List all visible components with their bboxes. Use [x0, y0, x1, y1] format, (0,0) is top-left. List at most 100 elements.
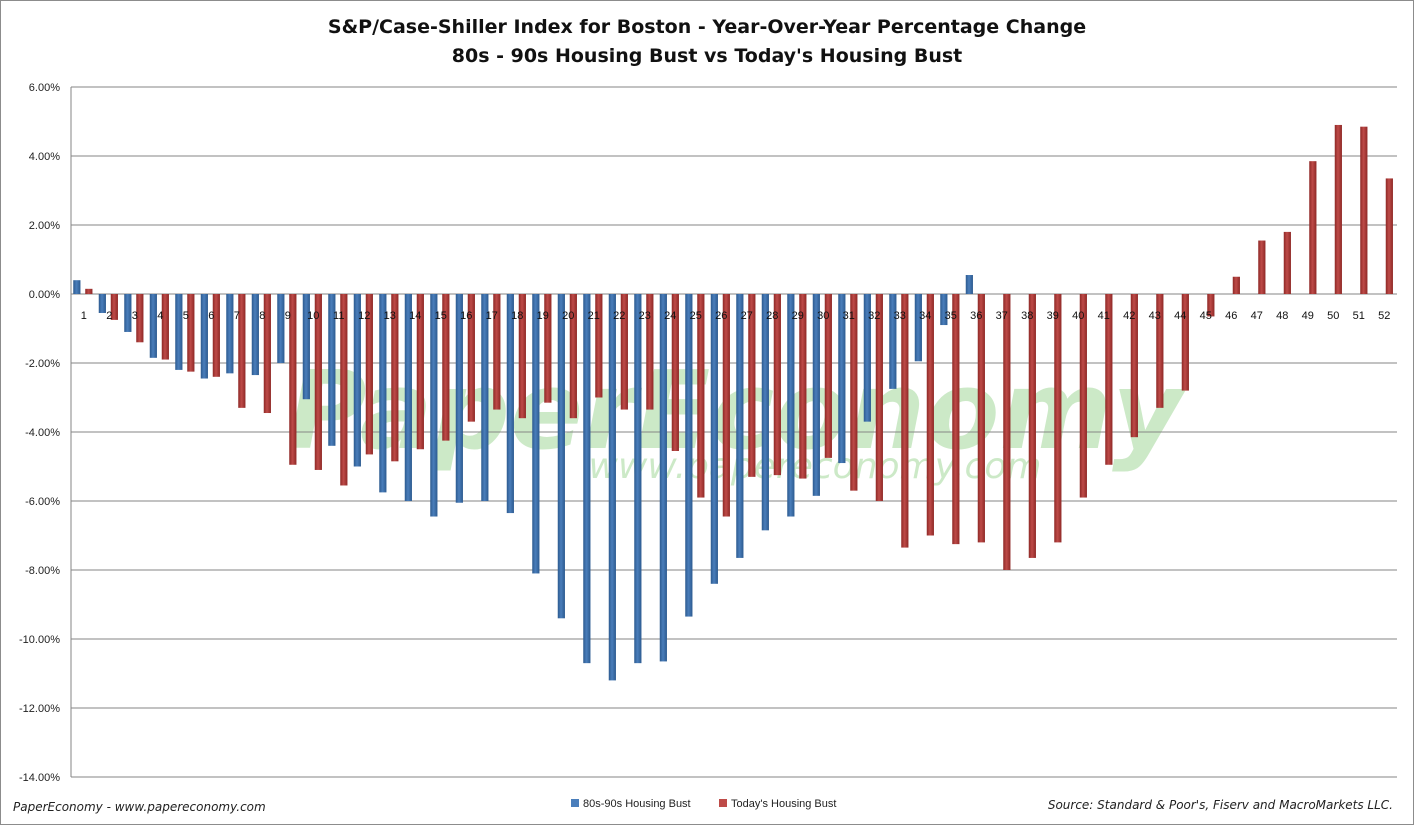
bar-series-1-cat-17 [481, 294, 489, 501]
x-axis-tick-labels: 1 2 3 4 5 6 7 8 9 10 11 12 13 14 15 16 17 18 19 20 21 22 23 24 2… [81, 310, 1391, 322]
bar-series-2-cat-45 [1207, 294, 1215, 317]
bar-series-2-cat-6 [212, 294, 220, 377]
bar-series-2-cat-38 [1028, 294, 1036, 558]
y-tick-label: -2.00% [25, 358, 60, 370]
bar-series-1-cat-10 [302, 294, 310, 400]
x-tick-label: 26 [715, 310, 727, 322]
bar-series-1-cat-27 [736, 294, 744, 558]
x-tick-label: 15 [435, 310, 447, 322]
y-tick-label: 0.00% [29, 289, 60, 301]
x-tick-label: 39 [1047, 310, 1059, 322]
x-tick-label: 36 [970, 310, 982, 322]
x-tick-label: 43 [1149, 310, 1161, 322]
bar-series-1-cat-2 [98, 294, 106, 313]
bar-series-1-cat-9 [277, 294, 285, 363]
bar-series-1-cat-7 [226, 294, 234, 374]
bar-series-2-cat-7 [238, 294, 246, 408]
footer-credit: PaperEconomy - www.papereconomy.com [13, 800, 266, 814]
legend-label-series-2: Today's Housing Bust [731, 798, 836, 810]
bar-series-1-cat-23 [634, 294, 642, 664]
chart-title: S&P/Case-Shiller Index for Boston - Year… [328, 16, 1086, 38]
x-tick-label: 25 [690, 310, 702, 322]
bar-series-2-cat-22 [620, 294, 628, 410]
x-tick-label: 47 [1251, 310, 1263, 322]
x-tick-label: 23 [639, 310, 651, 322]
x-tick-label: 42 [1123, 310, 1135, 322]
x-tick-label: 48 [1276, 310, 1288, 322]
bar-series-2-cat-10 [314, 294, 322, 470]
bar-series-1-cat-1 [73, 280, 81, 294]
bar-series-1-cat-14 [404, 294, 412, 501]
bar-series-1-cat-22 [608, 294, 616, 681]
bar-series-2-cat-43 [1156, 294, 1164, 408]
bar-series-2-cat-34 [926, 294, 934, 536]
y-tick-label: 2.00% [29, 220, 60, 232]
x-tick-label: 6 [208, 310, 214, 322]
bar-series-2-cat-21 [595, 294, 603, 398]
x-tick-label: 33 [894, 310, 906, 322]
gridlines [70, 86, 1397, 778]
legend-label-series-1: 80s-90s Housing Bust [583, 798, 691, 810]
bar-series-2-cat-26 [722, 294, 730, 517]
bar-series-1-cat-6 [200, 294, 208, 379]
bar-series-2-cat-1 [85, 288, 93, 294]
x-tick-label: 30 [817, 310, 829, 322]
bar-series-2-cat-24 [671, 294, 679, 451]
bar-series-2-cat-44 [1181, 294, 1189, 391]
x-tick-label: 29 [792, 310, 804, 322]
bar-series-1-cat-3 [124, 294, 132, 332]
y-tick-label: -6.00% [25, 496, 60, 508]
bar-series-1-cat-36 [965, 275, 973, 294]
bar-series-2-cat-36 [977, 294, 985, 543]
bar-series-1-cat-35 [940, 294, 948, 326]
x-tick-label: 5 [183, 310, 189, 322]
x-tick-label: 34 [919, 310, 931, 322]
bar-series-1-cat-20 [557, 294, 565, 619]
bar-series-2-cat-27 [748, 294, 756, 477]
bar-series-2-cat-25 [697, 294, 705, 498]
y-axis-tick-labels: 6.00% 4.00% 2.00% 0.00% -2.00% -4.00% -6.00% -8… [19, 82, 60, 784]
bar-series-1-cat-5 [175, 294, 183, 370]
bar-series-2-cat-23 [646, 294, 654, 410]
x-tick-label: 1 [81, 310, 87, 322]
bar-series-2-cat-5 [187, 294, 195, 372]
x-tick-label: 8 [259, 310, 265, 322]
bar-series-2-cat-2 [110, 294, 118, 320]
x-tick-label: 3 [132, 310, 138, 322]
bar-series-2-cat-28 [773, 294, 781, 476]
x-tick-label: 11 [333, 310, 344, 322]
y-tick-label: 6.00% [29, 82, 60, 94]
bar-series-2-cat-40 [1079, 294, 1087, 498]
x-tick-label: 20 [562, 310, 574, 322]
x-tick-label: 19 [537, 310, 549, 322]
bar-series-2-cat-37 [1003, 294, 1011, 570]
y-tick-label: -4.00% [25, 427, 60, 439]
bar-series-2-cat-3 [136, 294, 144, 343]
x-tick-label: 7 [234, 310, 240, 322]
y-tick-label: -8.00% [25, 565, 60, 577]
x-tick-label: 9 [285, 310, 291, 322]
bar-series-2-cat-12 [365, 294, 373, 455]
chart-subtitle: 80s - 90s Housing Bust vs Today's Housin… [452, 45, 963, 67]
x-tick-label: 21 [588, 310, 600, 322]
x-tick-label: 22 [613, 310, 625, 322]
bar-series-2-cat-48 [1283, 231, 1291, 294]
x-tick-label: 18 [511, 310, 523, 322]
bar-series-1-cat-18 [506, 294, 514, 514]
bar-series-2-cat-13 [391, 294, 399, 462]
y-tick-label: 4.00% [29, 151, 60, 163]
x-tick-label: 41 [1098, 310, 1110, 322]
bar-series-2-cat-39 [1054, 294, 1062, 543]
bar-series-1-cat-12 [353, 294, 361, 467]
bar-series-1-cat-25 [685, 294, 693, 617]
bar-series-2-cat-29 [799, 294, 807, 479]
bar-series-2-cat-51 [1360, 126, 1368, 295]
bar-series-2-cat-4 [161, 294, 169, 360]
x-tick-label: 51 [1353, 310, 1365, 322]
bar-series-2-cat-9 [289, 294, 297, 465]
bar-series-1-cat-33 [889, 294, 897, 389]
x-tick-label: 2 [106, 310, 112, 322]
bar-series-2-cat-42 [1130, 294, 1138, 438]
